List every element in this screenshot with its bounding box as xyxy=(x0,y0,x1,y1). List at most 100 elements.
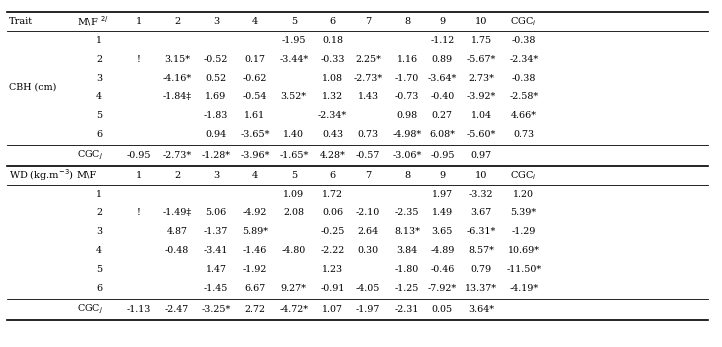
Text: -0.25: -0.25 xyxy=(321,227,345,236)
Text: -0.52: -0.52 xyxy=(204,55,228,64)
Text: -0.73: -0.73 xyxy=(395,92,419,101)
Text: -1.83: -1.83 xyxy=(204,111,228,120)
Text: -4.19*: -4.19* xyxy=(509,284,539,293)
Text: 4: 4 xyxy=(96,246,103,255)
Text: 5.89*: 5.89* xyxy=(242,227,268,236)
Text: 2: 2 xyxy=(174,17,180,26)
Text: 6.08*: 6.08* xyxy=(430,130,456,139)
Text: -3.06*: -3.06* xyxy=(392,151,422,160)
Text: 1.75: 1.75 xyxy=(471,36,492,45)
Text: -1.12: -1.12 xyxy=(430,36,454,45)
Text: 1.97: 1.97 xyxy=(432,189,453,198)
Text: -0.48: -0.48 xyxy=(165,246,189,255)
Text: -1.97: -1.97 xyxy=(356,305,380,314)
Text: 9: 9 xyxy=(439,17,445,26)
Text: 6: 6 xyxy=(330,17,336,26)
Text: -11.50*: -11.50* xyxy=(506,265,542,274)
Text: CGC$_i$: CGC$_i$ xyxy=(510,15,537,28)
Text: -5.60*: -5.60* xyxy=(466,130,496,139)
Text: -0.33: -0.33 xyxy=(321,55,345,64)
Text: -0.46: -0.46 xyxy=(430,265,455,274)
Text: 1.20: 1.20 xyxy=(513,189,534,198)
Text: 1: 1 xyxy=(136,171,142,180)
Text: 1: 1 xyxy=(96,189,103,198)
Text: 1.08: 1.08 xyxy=(322,74,343,83)
Text: 7: 7 xyxy=(365,17,371,26)
Text: 0.73: 0.73 xyxy=(513,130,534,139)
Text: 10: 10 xyxy=(475,171,487,180)
Text: -2.73*: -2.73* xyxy=(354,74,383,83)
Text: -2.47: -2.47 xyxy=(165,305,189,314)
Text: -2.34*: -2.34* xyxy=(509,55,539,64)
Text: 2.08: 2.08 xyxy=(283,209,304,218)
Text: -4.05: -4.05 xyxy=(356,284,380,293)
Text: 0.52: 0.52 xyxy=(205,74,227,83)
Text: 6: 6 xyxy=(96,284,103,293)
Text: 3.15*: 3.15* xyxy=(164,55,190,64)
Text: 3: 3 xyxy=(213,171,219,180)
Text: 5.06: 5.06 xyxy=(205,209,227,218)
Text: -7.92*: -7.92* xyxy=(427,284,457,293)
Text: 1.23: 1.23 xyxy=(322,265,343,274)
Text: 0.17: 0.17 xyxy=(244,55,266,64)
Text: 2: 2 xyxy=(96,55,103,64)
Text: 2.25*: 2.25* xyxy=(355,55,381,64)
Text: 2.64: 2.64 xyxy=(357,227,378,236)
Text: -4.92: -4.92 xyxy=(243,209,267,218)
Text: 0.79: 0.79 xyxy=(471,265,492,274)
Text: 5: 5 xyxy=(96,265,103,274)
Text: -0.95: -0.95 xyxy=(126,151,151,160)
Text: -1.95: -1.95 xyxy=(282,36,306,45)
Text: 3: 3 xyxy=(213,17,219,26)
Text: 0.18: 0.18 xyxy=(322,36,343,45)
Text: 1.69: 1.69 xyxy=(205,92,227,101)
Text: -1.65*: -1.65* xyxy=(279,151,308,160)
Text: 1: 1 xyxy=(136,17,142,26)
Text: M\F $^{2/}$: M\F $^{2/}$ xyxy=(77,15,108,28)
Text: -1.37: -1.37 xyxy=(204,227,228,236)
Text: 0.94: 0.94 xyxy=(205,130,227,139)
Text: 3.84: 3.84 xyxy=(396,246,417,255)
Text: 6.67: 6.67 xyxy=(244,284,266,293)
Text: 1.40: 1.40 xyxy=(283,130,304,139)
Text: -0.91: -0.91 xyxy=(321,284,345,293)
Text: CGC$_i$: CGC$_i$ xyxy=(510,169,537,181)
Text: 0.27: 0.27 xyxy=(432,111,453,120)
Text: -2.22: -2.22 xyxy=(321,246,345,255)
Text: -0.95: -0.95 xyxy=(430,151,455,160)
Text: -4.89: -4.89 xyxy=(430,246,455,255)
Text: 8: 8 xyxy=(404,17,410,26)
Text: Trait: Trait xyxy=(9,17,32,26)
Text: -1.28*: -1.28* xyxy=(201,151,230,160)
Text: 8.13*: 8.13* xyxy=(394,227,420,236)
Text: 2.73*: 2.73* xyxy=(469,74,495,83)
Text: 1.43: 1.43 xyxy=(357,92,378,101)
Text: 3.52*: 3.52* xyxy=(281,92,307,101)
Text: 0.30: 0.30 xyxy=(357,246,378,255)
Text: 3.67: 3.67 xyxy=(471,209,492,218)
Text: -3.25*: -3.25* xyxy=(201,305,230,314)
Text: 6: 6 xyxy=(330,171,336,180)
Text: -4.80: -4.80 xyxy=(282,246,306,255)
Text: 4.87: 4.87 xyxy=(167,227,188,236)
Text: 3: 3 xyxy=(96,74,103,83)
Text: -1.13: -1.13 xyxy=(126,305,151,314)
Text: 3.64*: 3.64* xyxy=(469,305,495,314)
Text: 3: 3 xyxy=(96,227,103,236)
Text: 0.05: 0.05 xyxy=(432,305,453,314)
Text: 1.32: 1.32 xyxy=(322,92,343,101)
Text: -0.40: -0.40 xyxy=(430,92,454,101)
Text: -1.80: -1.80 xyxy=(395,265,419,274)
Text: -5.67*: -5.67* xyxy=(466,55,496,64)
Text: 1.61: 1.61 xyxy=(244,111,266,120)
Text: -1.29: -1.29 xyxy=(512,227,536,236)
Text: CGC$_j$: CGC$_j$ xyxy=(77,149,103,162)
Text: !: ! xyxy=(137,55,141,64)
Text: 13.37*: 13.37* xyxy=(465,284,497,293)
Text: 2.72: 2.72 xyxy=(244,305,266,314)
Text: -2.31: -2.31 xyxy=(395,305,419,314)
Text: -0.54: -0.54 xyxy=(243,92,267,101)
Text: -1.70: -1.70 xyxy=(395,74,419,83)
Text: 1.09: 1.09 xyxy=(283,189,305,198)
Text: 10.69*: 10.69* xyxy=(508,246,540,255)
